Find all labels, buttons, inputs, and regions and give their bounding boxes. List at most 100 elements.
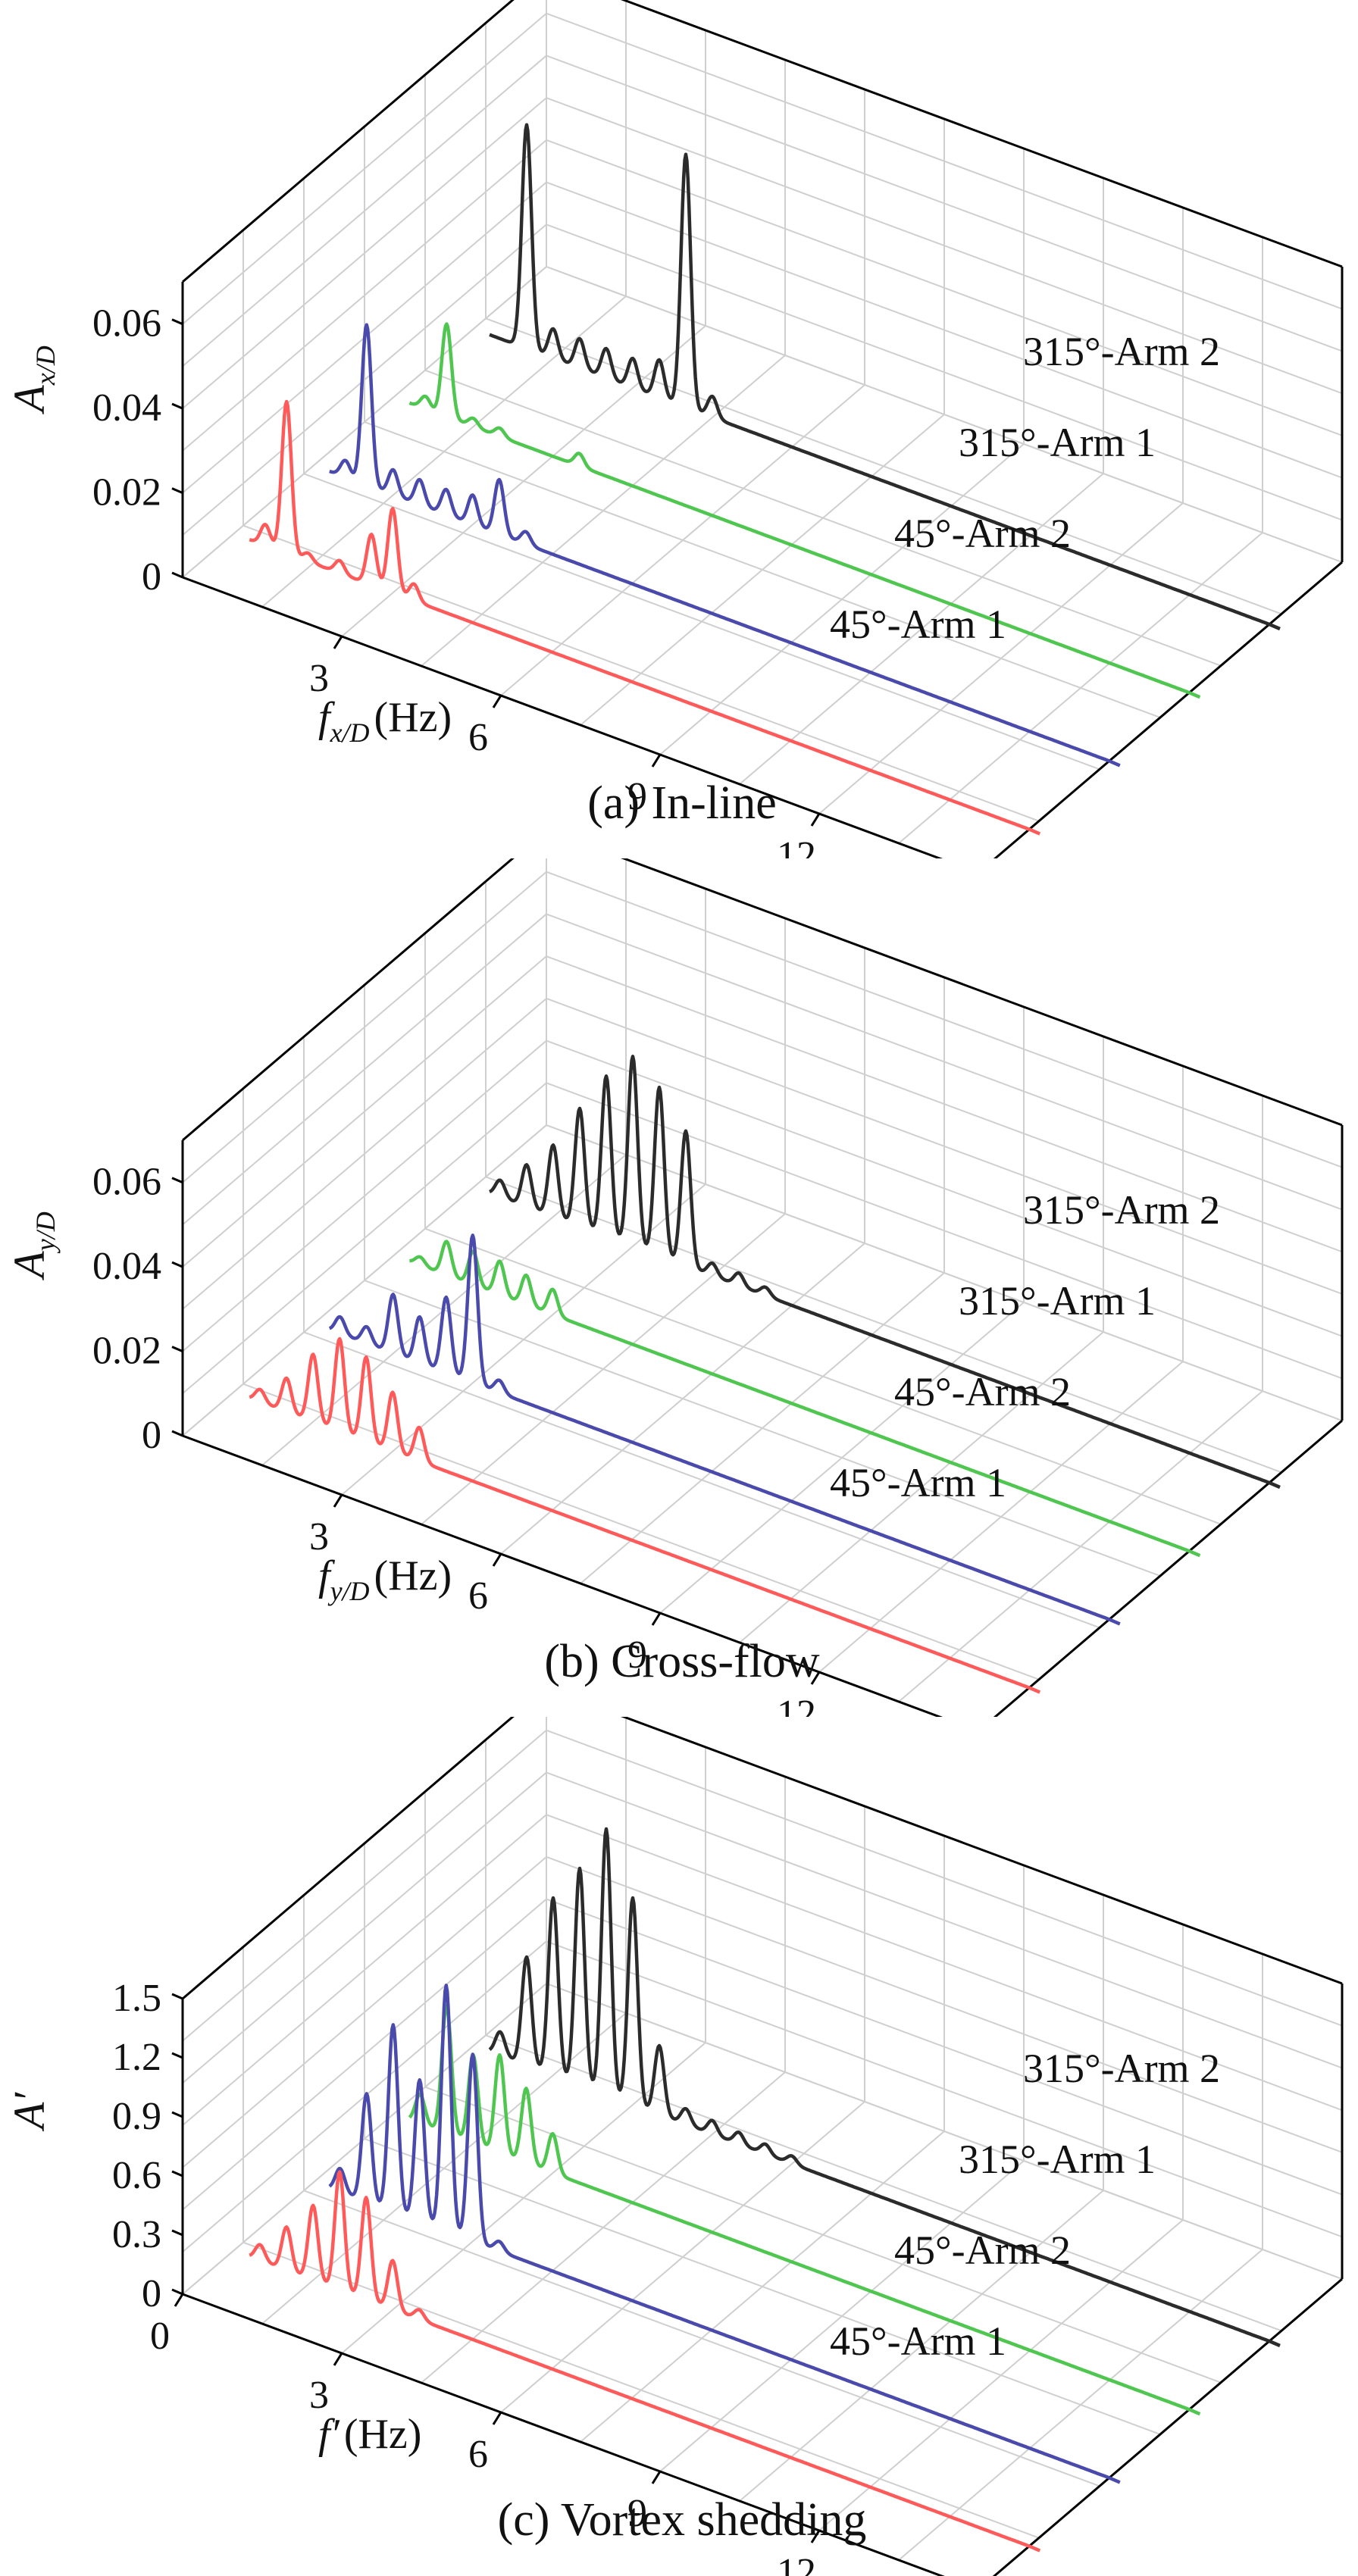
series-end-mark (1188, 1549, 1201, 1558)
axis-edge (182, 858, 515, 1142)
x-tick-mark (651, 1612, 662, 1626)
y-axis-label: Ay/D (5, 1211, 61, 1280)
y-tick-label: 1.5 (112, 1977, 161, 2020)
axis-edge (993, 561, 1343, 858)
grid-line (182, 1039, 547, 1352)
axis-edge (182, 0, 515, 283)
x-tick-label: 6 (468, 716, 488, 759)
x-axis-label: fx/D (Hz) (318, 694, 452, 748)
axis-edge (620, 0, 1343, 268)
x-tick-mark (333, 1494, 343, 1508)
y-axis-label: Ax/D (5, 345, 61, 414)
series-line (489, 123, 1270, 627)
grid-line (546, 12, 1343, 310)
grid-line (546, 1124, 1343, 1421)
y-tick-mark (171, 2288, 183, 2296)
grid-line (182, 1082, 547, 1395)
y-axis-symbol: A (5, 385, 54, 415)
y-axis-symbol: A (5, 1251, 54, 1281)
x-tick-label: 12 (777, 1693, 816, 1717)
series-line (249, 399, 1031, 831)
series-line (328, 1984, 1110, 2480)
x-axis-unit: (Hz) (374, 694, 452, 741)
grid-line (546, 55, 1343, 352)
x-tick-mark (651, 754, 662, 767)
y-tick-label: 0 (142, 555, 161, 599)
axis-edge (182, 576, 943, 858)
x-tick-label: 6 (468, 1574, 488, 1618)
x-tick-mark (810, 813, 821, 827)
grid-line (182, 913, 547, 1226)
axis-edge (182, 1717, 515, 2000)
grid-line (182, 955, 547, 1268)
y-axis-label: A′ (5, 2092, 54, 2132)
series-label: 315°-Arm 2 (1023, 329, 1220, 374)
series-line (328, 1233, 1110, 1621)
x-tick-mark (810, 1671, 821, 1685)
y-tick-label: 0.04 (92, 1245, 161, 1288)
y-tick-mark (171, 1430, 183, 1437)
grid-line (182, 12, 547, 325)
grid-line (182, 1856, 547, 2168)
series-line (408, 2003, 1191, 2412)
y-tick-mark (171, 1261, 183, 1268)
y-tick-mark (171, 2170, 183, 2177)
grid-line (303, 473, 1100, 771)
grid-line (182, 1814, 547, 2126)
y-tick-label: 0.02 (92, 471, 161, 514)
series-line (408, 322, 1191, 695)
x-tick-label: 0 (150, 2315, 170, 2358)
y-tick-label: 0 (142, 1414, 161, 1457)
axis-edge (993, 1419, 1343, 1717)
grid-line (424, 369, 1222, 667)
y-tick-label: 0.06 (92, 1161, 161, 1204)
grid-line (546, 1771, 1343, 2069)
x-axis-label: f′ (Hz) (318, 2411, 421, 2458)
grid-line (546, 997, 1343, 1295)
y-tick-mark (171, 318, 183, 326)
x-tick-mark (492, 2412, 502, 2425)
x-axis-symbol: f′ (318, 2411, 340, 2458)
y-tick-label: 0.9 (112, 2095, 161, 2138)
grid-line (242, 524, 1040, 822)
axis-edge (620, 858, 1343, 1127)
grid-line (546, 1814, 1343, 2112)
grid-line (546, 1729, 1343, 2027)
y-axis-symbol: A′ (5, 2092, 54, 2132)
y-tick-label: 1.2 (112, 2036, 161, 2079)
x-axis-label: fy/D (Hz) (318, 1552, 452, 1606)
series-end-mark (1269, 1480, 1281, 1490)
grid-line (182, 998, 547, 1310)
y-tick-mark (171, 1346, 183, 1352)
y-tick-mark (171, 402, 183, 410)
y-tick-label: 0.6 (112, 2154, 161, 2197)
y-tick-label: 0.3 (112, 2213, 161, 2256)
series-label: 315°-Arm 2 (1023, 1187, 1220, 1233)
x-tick-label: 3 (309, 2374, 329, 2417)
grid-line (303, 2190, 1100, 2487)
x-tick-label: 12 (777, 2551, 816, 2576)
x-tick-mark (174, 2293, 184, 2307)
series-line (328, 323, 1110, 763)
grid-line (546, 97, 1343, 395)
y-tick-mark (171, 2111, 183, 2118)
grid-line (546, 1082, 1343, 1380)
x-tick-mark (333, 2352, 343, 2366)
series-end-mark (1269, 2339, 1281, 2348)
x-axis-unit: (Hz) (374, 1552, 452, 1599)
grid-line (546, 1898, 1343, 2196)
series-line (249, 1336, 1031, 1690)
y-tick-label: 0.04 (92, 386, 161, 430)
x-tick-label: 3 (309, 657, 329, 700)
grid-line (546, 871, 1343, 1168)
grid-line (364, 1280, 1161, 1577)
x-tick-label: 9 (627, 2492, 647, 2535)
axis-edge (182, 2293, 945, 2576)
series-end-mark (1108, 2476, 1121, 2484)
series-label: 45°-Arm 2 (894, 1369, 1071, 1415)
grid-line (424, 2086, 1222, 2384)
grid-line (546, 1039, 1343, 1337)
series-line (488, 1827, 1270, 2343)
grid-line (546, 913, 1343, 1211)
